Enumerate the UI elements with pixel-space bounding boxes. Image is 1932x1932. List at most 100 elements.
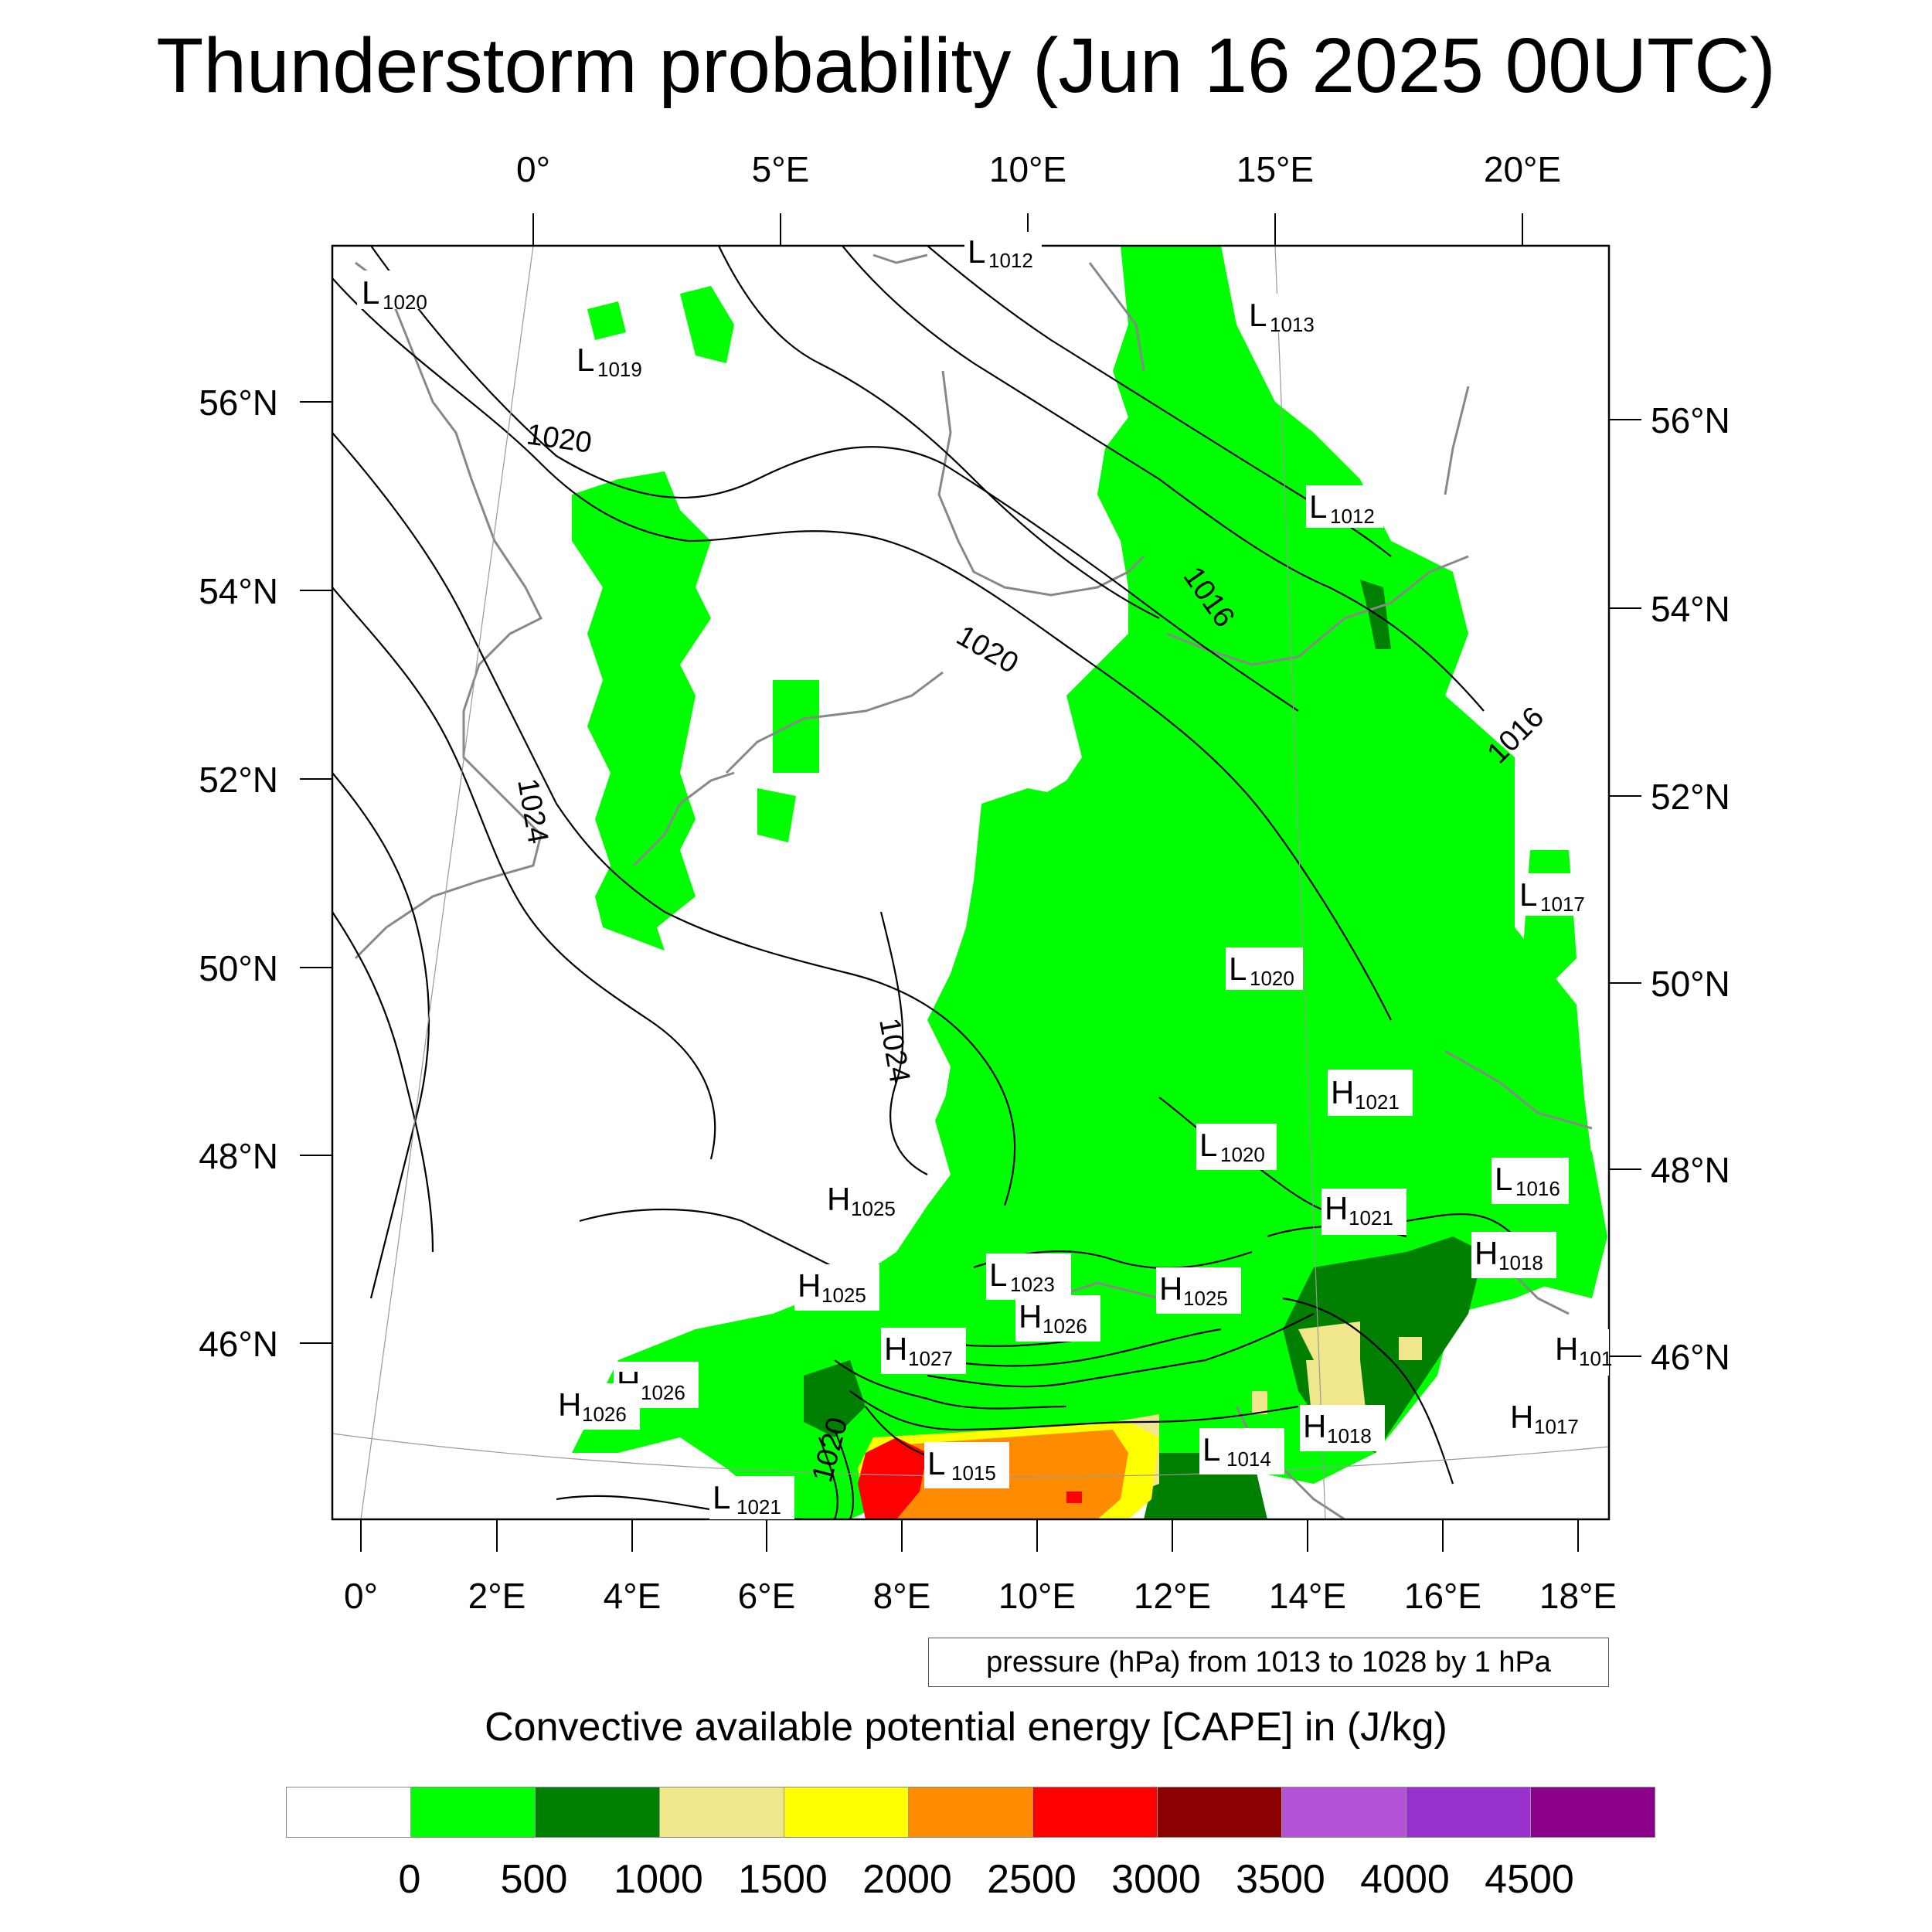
- pressure-center: H 1021: [1321, 1189, 1406, 1235]
- lat-label-right: 46°N: [1651, 1337, 1730, 1377]
- svg-text:H: H: [798, 1267, 821, 1304]
- svg-text:H: H: [1325, 1190, 1348, 1226]
- lat-label-right: 50°N: [1651, 964, 1730, 1004]
- colorbar-label: 500: [500, 1857, 568, 1902]
- lon-label-bottom: 8°E: [872, 1576, 931, 1616]
- tick-marks: [300, 213, 1641, 1552]
- svg-text:H: H: [1331, 1074, 1354, 1111]
- lon-label-top: 0°: [516, 149, 550, 189]
- lat-label-right: 54°N: [1651, 589, 1730, 629]
- colorbar-swatch: [1158, 1787, 1282, 1837]
- svg-text:H: H: [1555, 1331, 1578, 1367]
- colorbar: [286, 1787, 1655, 1838]
- pressure-center: L 1012: [1306, 485, 1383, 528]
- lon-label-bottom: 0°: [344, 1576, 378, 1616]
- graticule: [332, 246, 1609, 1519]
- svg-text:1025: 1025: [821, 1284, 866, 1307]
- pressure-center: H 101: [1552, 1329, 1612, 1376]
- svg-text:1025: 1025: [851, 1197, 896, 1220]
- pressure-center: L 1023: [986, 1253, 1071, 1300]
- lon-label-top: 15°E: [1236, 149, 1315, 189]
- pressure-center: L 1016: [1492, 1158, 1569, 1204]
- svg-text:L: L: [1202, 1431, 1220, 1468]
- lat-label-left: 48°N: [199, 1136, 278, 1176]
- svg-text:1025: 1025: [1183, 1287, 1228, 1310]
- lat-label-right: 52°N: [1651, 777, 1730, 817]
- svg-text:H: H: [884, 1331, 907, 1367]
- pressure-center: L 1013: [1246, 294, 1323, 336]
- cape-fill-2500-3000: [858, 1437, 1082, 1519]
- svg-text:L: L: [968, 233, 985, 270]
- lon-label-bottom: 2°E: [468, 1576, 526, 1616]
- colorbar-swatch: [909, 1787, 1033, 1837]
- svg-text:H: H: [558, 1386, 581, 1423]
- colorbar-swatch: [1033, 1787, 1158, 1837]
- svg-text:L: L: [1309, 488, 1327, 525]
- colorbar-swatch: [411, 1787, 536, 1837]
- svg-text:H: H: [827, 1181, 850, 1217]
- lon-label-bottom: 10°E: [998, 1576, 1077, 1616]
- svg-text:1023: 1023: [1010, 1273, 1055, 1296]
- svg-text:L: L: [989, 1257, 1007, 1293]
- pressure-center: L 1015: [924, 1442, 1009, 1488]
- pressure-centers: L 1020 L 1012 L 1013 L 1019 L 1012 L 1017 L 102…: [357, 232, 1612, 1519]
- svg-text:1014: 1014: [1226, 1447, 1271, 1471]
- svg-text:H: H: [1303, 1408, 1326, 1444]
- svg-text:1026: 1026: [641, 1381, 685, 1404]
- colorbar-label: 3000: [1111, 1857, 1201, 1902]
- svg-text:1016: 1016: [1515, 1177, 1560, 1200]
- svg-text:L: L: [1229, 951, 1247, 987]
- contour-info-box: pressure (hPa) from 1013 to 1028 by 1 hP…: [928, 1638, 1609, 1687]
- colorbar-swatch: [287, 1787, 411, 1837]
- colorbar-swatch: [1406, 1787, 1531, 1837]
- svg-text:1021: 1021: [1355, 1090, 1400, 1114]
- lat-label-right: 48°N: [1651, 1150, 1730, 1190]
- lon-label-bottom: 6°E: [737, 1576, 796, 1616]
- svg-text:1012: 1012: [988, 249, 1033, 272]
- pressure-center: L 1017: [1516, 873, 1594, 916]
- colorbar-label: 3500: [1236, 1857, 1325, 1902]
- svg-text:101: 101: [1579, 1347, 1612, 1370]
- svg-text:1026: 1026: [582, 1403, 627, 1426]
- colorbar-swatch: [1531, 1787, 1655, 1837]
- pressure-center: H 1026: [1015, 1295, 1100, 1342]
- pressure-center: L 1020: [1226, 947, 1303, 990]
- lat-label-left: 50°N: [199, 948, 278, 988]
- lon-label-top: 20°E: [1483, 149, 1562, 189]
- svg-text:1027: 1027: [908, 1347, 953, 1370]
- colorbar-swatch: [784, 1787, 909, 1837]
- svg-text:L: L: [362, 274, 379, 311]
- pressure-center: H 1025: [1156, 1267, 1241, 1314]
- pressure-center: L 1020: [357, 270, 434, 314]
- pressure-center: H 1021: [1328, 1070, 1413, 1116]
- svg-text:1021: 1021: [736, 1495, 781, 1519]
- svg-text:1020: 1020: [1220, 1143, 1265, 1166]
- svg-text:1020: 1020: [383, 291, 427, 314]
- pressure-center: H 1017: [1507, 1397, 1592, 1444]
- svg-text:H: H: [1510, 1399, 1533, 1435]
- lon-label-bottom: 18°E: [1539, 1576, 1617, 1616]
- svg-text:1012: 1012: [1330, 505, 1375, 528]
- svg-text:1015: 1015: [951, 1461, 996, 1485]
- lat-label-left: 54°N: [199, 571, 278, 611]
- pressure-center: L 1020: [1196, 1124, 1277, 1170]
- svg-text:1021: 1021: [1349, 1206, 1393, 1230]
- lat-label-left: 52°N: [199, 760, 278, 800]
- svg-text:1017: 1017: [1534, 1415, 1579, 1438]
- colorbar-label: 4000: [1360, 1857, 1450, 1902]
- pressure-center: L 1021: [709, 1476, 794, 1519]
- pressure-center: L 1012: [964, 232, 1042, 272]
- colorbar-title: Convective available potential energy [C…: [485, 1705, 1447, 1750]
- pressure-center: H 1026: [555, 1383, 640, 1430]
- svg-text:L: L: [1519, 876, 1537, 913]
- svg-text:L: L: [927, 1445, 945, 1481]
- svg-text:1017: 1017: [1540, 893, 1585, 916]
- pressure-center: H 1018: [1471, 1232, 1556, 1278]
- colorbar-label: 1000: [614, 1857, 703, 1902]
- svg-text:1018: 1018: [1498, 1251, 1543, 1274]
- colorbar-label: 1500: [738, 1857, 828, 1902]
- svg-text:1020: 1020: [1250, 967, 1294, 990]
- svg-text:L: L: [1249, 297, 1267, 333]
- svg-text:L: L: [713, 1479, 730, 1515]
